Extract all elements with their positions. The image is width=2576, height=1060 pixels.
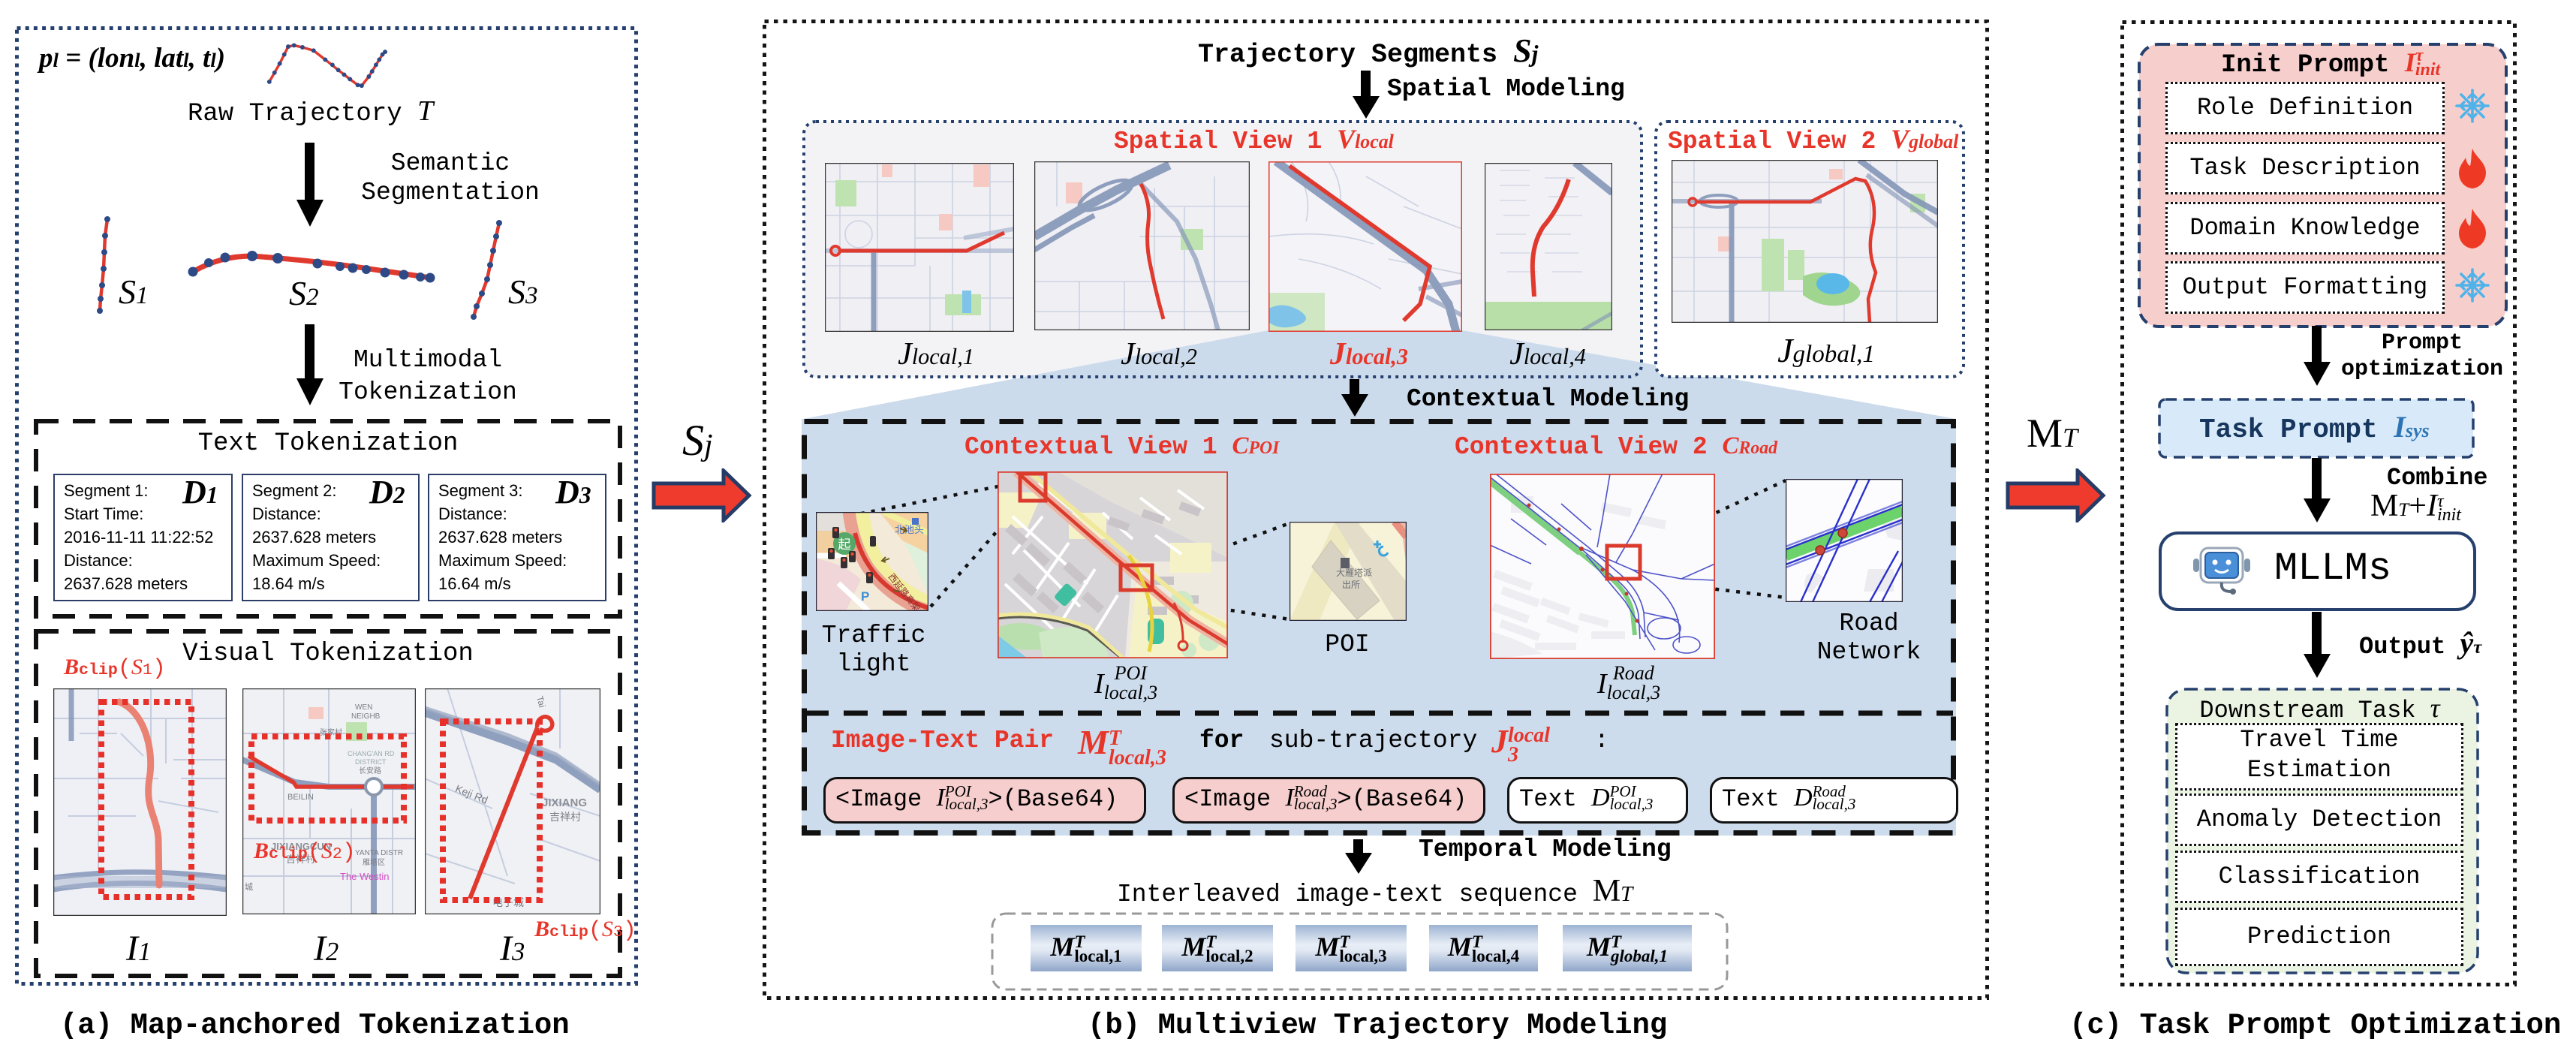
svg-text:城: 城	[245, 882, 253, 892]
svg-text:P: P	[861, 589, 869, 604]
svg-text:出所: 出所	[1342, 580, 1360, 590]
svg-text:CHANG'AN RD: CHANG'AN RD	[348, 750, 395, 757]
svg-text:NEIGHB: NEIGHB	[351, 712, 381, 721]
svg-text:Tai: Tai	[534, 695, 547, 709]
svg-text:WEN: WEN	[355, 703, 372, 712]
svg-text:雁塔区: 雁塔区	[363, 857, 385, 867]
svg-text:吉祥村: 吉祥村	[286, 854, 315, 865]
svg-text:BEILIN: BEILIN	[287, 793, 314, 802]
svg-text:北池头: 北池头	[895, 524, 924, 535]
svg-text:长安路: 长安路	[359, 766, 381, 775]
svg-text:大雁塔派: 大雁塔派	[1336, 568, 1372, 578]
svg-text:起: 起	[838, 538, 851, 552]
svg-text:吉祥村: 吉祥村	[549, 811, 581, 823]
svg-text:JIXIANG: JIXIANG	[542, 797, 587, 809]
svg-text:JIXIANGCUN: JIXIANGCUN	[271, 841, 331, 852]
svg-text:The Westin: The Westin	[340, 871, 390, 882]
svg-text:YANTA DISTR: YANTA DISTR	[355, 849, 403, 857]
svg-text:DISTRICT: DISTRICT	[355, 758, 387, 766]
